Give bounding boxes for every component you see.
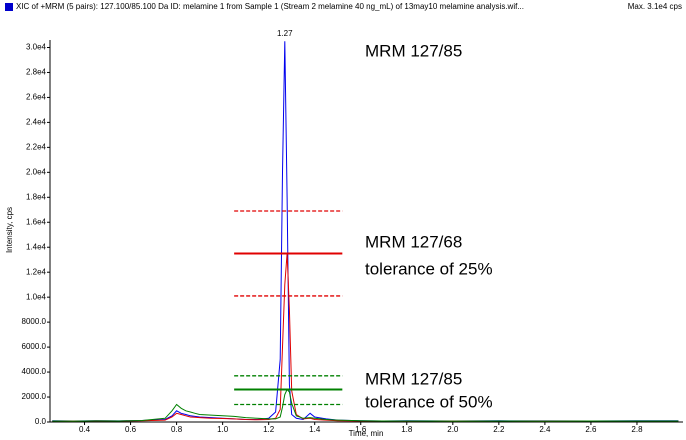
x-tick-label: 1.2: [263, 425, 275, 434]
y-tick-label: 0.0: [35, 417, 47, 426]
y-tick-label: 8000.0: [22, 317, 47, 326]
x-tick-label: 1.8: [401, 425, 413, 434]
annotation: tolerance of 25%: [365, 259, 493, 278]
y-tick-label: 1.8e4: [26, 192, 47, 201]
x-tick-label: 2.4: [539, 425, 551, 434]
y-tick-label: 1.6e4: [26, 217, 47, 226]
legend-swatch: [5, 3, 13, 11]
x-tick-label: 2.8: [631, 425, 643, 434]
annotation: MRM 127/68: [365, 232, 462, 251]
max-label: Max. 3.1e4 cps: [628, 2, 682, 11]
annotation: MRM 127/85: [365, 41, 462, 60]
peak-label: 1.27: [277, 29, 293, 38]
y-tick-label: 4000.0: [22, 367, 47, 376]
x-tick-label: 0.6: [125, 425, 137, 434]
y-tick-label: 1.2e4: [26, 267, 47, 276]
x-tick-label: 0.8: [171, 425, 183, 434]
header: XIC of +MRM (5 pairs): 127.100/85.100 Da…: [16, 2, 524, 11]
x-tick-label: 1.0: [217, 425, 229, 434]
x-tick-label: 2.0: [447, 425, 459, 434]
x-tick-label: 2.2: [493, 425, 505, 434]
y-tick-label: 2000.0: [22, 392, 47, 401]
y-tick-label: 2.8e4: [26, 68, 47, 77]
y-tick-label: 2.6e4: [26, 93, 47, 102]
y-axis-label: Intensity, cps: [5, 207, 14, 253]
y-tick-label: 1.0e4: [26, 292, 47, 301]
y-tick-label: 1.4e4: [26, 242, 47, 251]
x-tick-label: 0.4: [79, 425, 91, 434]
x-tick-label: 2.6: [585, 425, 597, 434]
annotation: MRM 127/85: [365, 369, 462, 388]
y-tick-label: 2.2e4: [26, 142, 47, 151]
annotation: tolerance of 50%: [365, 392, 493, 411]
y-tick-label: 3.0e4: [26, 43, 47, 52]
x-tick-label: 1.4: [309, 425, 321, 434]
series-line: [52, 388, 679, 422]
y-tick-label: 2.4e4: [26, 118, 47, 127]
x-axis-label: Time, min: [349, 429, 384, 438]
x-tick-label: 1.6: [355, 425, 367, 434]
y-tick-label: 6000.0: [22, 342, 47, 351]
y-tick-label: 2.0e4: [26, 167, 47, 176]
